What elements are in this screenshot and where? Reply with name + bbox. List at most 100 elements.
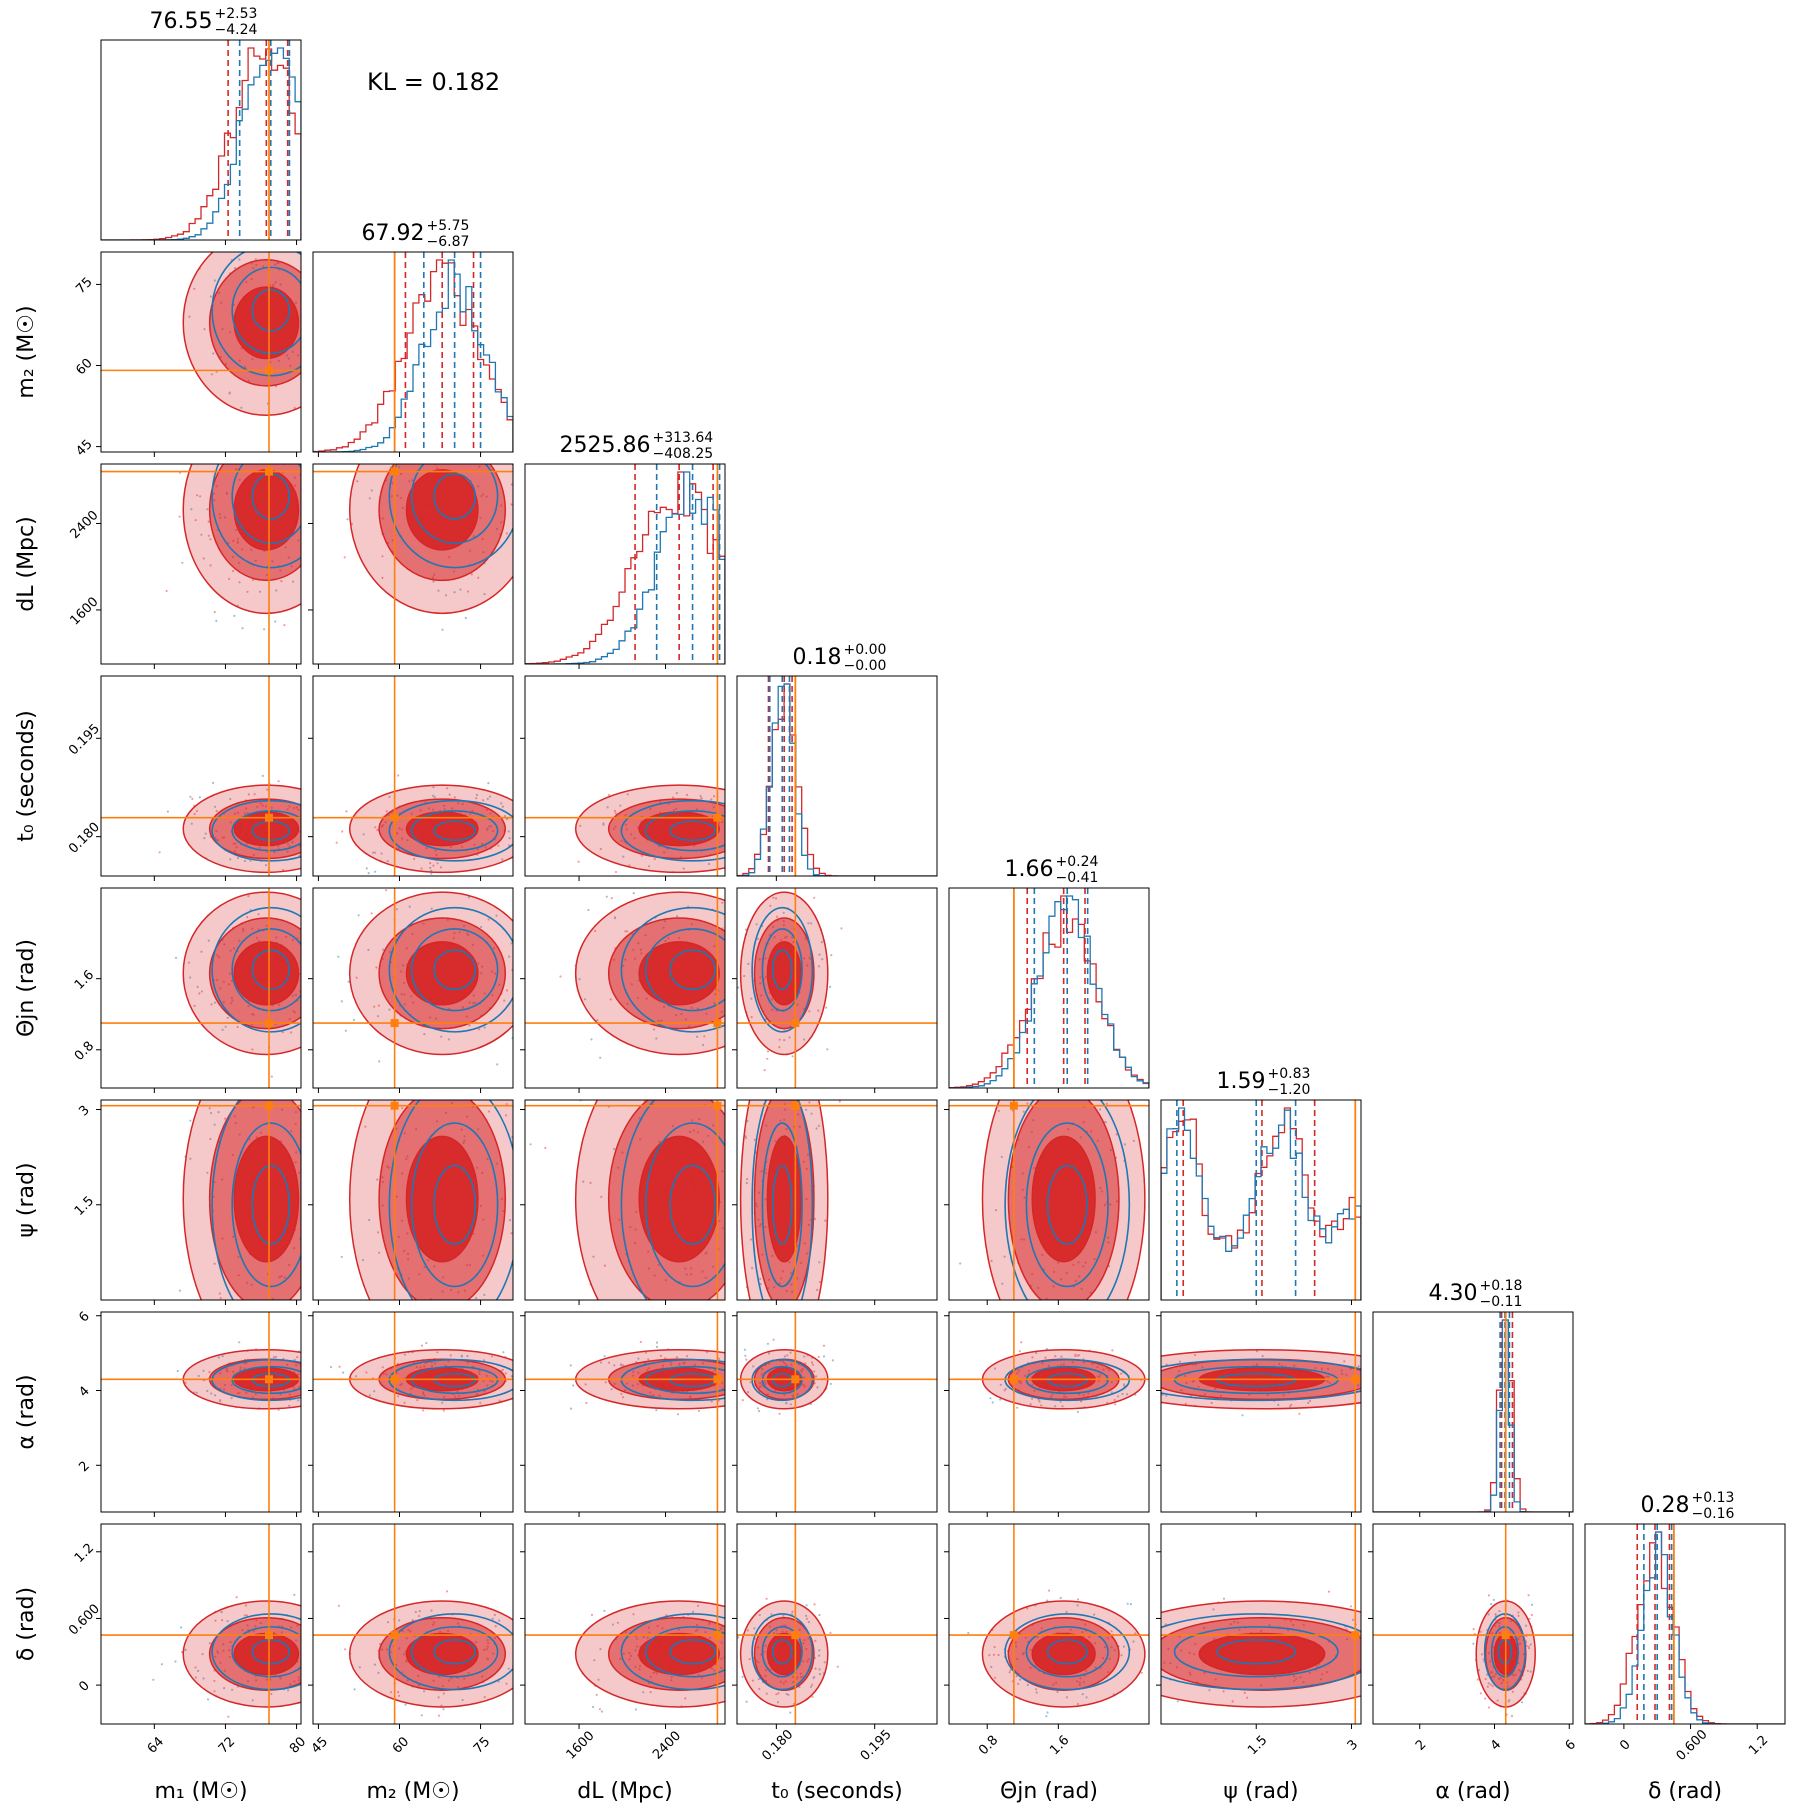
sample-point	[569, 1364, 572, 1367]
sample-point	[350, 1686, 352, 1688]
sample-point	[193, 812, 196, 816]
sample-point	[605, 895, 608, 898]
sample-point	[520, 993, 522, 995]
sample-point	[294, 450, 296, 452]
sample-point	[991, 1401, 994, 1404]
hist-blue-theta_jn	[949, 895, 1149, 1088]
sample-point	[329, 1650, 331, 1652]
sample-point	[463, 456, 465, 458]
sample-point	[840, 927, 843, 930]
sample-point	[246, 442, 248, 444]
sample-point	[585, 1401, 588, 1405]
sample-point	[1043, 1317, 1045, 1319]
sample-point	[304, 828, 306, 830]
sample-point	[344, 1648, 347, 1651]
sample-point	[321, 338, 323, 340]
sample-point	[222, 249, 224, 251]
sample-point	[545, 783, 547, 785]
sample-point	[193, 287, 196, 290]
sample-point	[590, 1038, 593, 1041]
sample-point	[309, 998, 311, 1000]
sample-point	[1416, 1678, 1418, 1680]
panel-frame-1-1	[312, 251, 514, 453]
y-tick-label: 2	[76, 1459, 92, 1475]
sample-point	[195, 494, 199, 497]
x-axis-label-m1: m₁ (M☉)	[154, 1779, 247, 1804]
sample-point	[382, 434, 384, 436]
truth-marker	[713, 813, 722, 822]
sample-point	[1176, 1700, 1179, 1703]
sample-point	[464, 1303, 466, 1305]
sample-point	[730, 857, 732, 859]
title-theta_jn: 1.66	[1005, 857, 1054, 882]
sample-point	[483, 593, 486, 596]
sample-point	[828, 872, 830, 874]
sample-point	[739, 1045, 741, 1047]
sample-point	[303, 795, 305, 797]
sample-point	[510, 503, 513, 506]
y-axis-label-theta_jn: Θjn (rad)	[14, 939, 39, 1037]
x-axis-label-dL: dL (Mpc)	[577, 1779, 672, 1804]
sample-point	[496, 1342, 498, 1344]
title-minus-m1: −4.24	[214, 22, 257, 38]
sample-point	[316, 1063, 318, 1065]
hist-blue-psi	[1161, 1107, 1361, 1300]
sample-point	[228, 392, 231, 395]
title-psi: 1.59	[1217, 1069, 1266, 1094]
y-tick-label: 6	[76, 1309, 92, 1325]
y-tick-label: 75	[73, 275, 95, 297]
sample-point	[741, 1399, 744, 1402]
sample-point	[520, 820, 522, 822]
sample-point	[340, 1000, 343, 1003]
truth-marker	[1009, 1375, 1018, 1384]
sample-point	[336, 863, 338, 865]
sample-point	[379, 1075, 381, 1077]
sample-point	[631, 1068, 633, 1070]
sample-point	[738, 1399, 740, 1401]
sample-point	[315, 985, 317, 987]
sample-point	[319, 1387, 321, 1389]
sample-point	[461, 413, 463, 415]
sample-point	[202, 557, 205, 560]
sample-point	[330, 951, 332, 953]
sample-point	[1076, 1598, 1080, 1601]
sample-point	[229, 797, 232, 801]
sample-point	[1114, 1403, 1117, 1406]
y-axis-label-delta: δ (rad)	[14, 1587, 39, 1661]
sample-point	[1158, 1676, 1160, 1678]
sample-point	[324, 536, 326, 538]
sample-point	[1349, 1605, 1353, 1608]
x-tick-label: 0.600	[1674, 1727, 1711, 1764]
sample-point	[203, 837, 206, 840]
sample-point	[381, 555, 384, 558]
title-m1: 76.55	[150, 9, 213, 34]
panel-frame-2-0	[100, 463, 302, 665]
sample-point	[320, 799, 322, 801]
sample-point	[381, 576, 384, 580]
sample-point	[453, 591, 456, 594]
sample-point	[513, 1361, 515, 1363]
sample-point	[228, 577, 231, 581]
sample-point	[344, 1029, 347, 1032]
sample-point	[1370, 1403, 1372, 1405]
sample-point	[804, 1079, 806, 1081]
sample-point	[614, 870, 618, 874]
sample-point	[238, 1337, 240, 1339]
sample-point	[453, 1085, 455, 1087]
sample-point	[547, 503, 549, 505]
title-minus-alpha: −0.11	[1479, 1294, 1522, 1310]
sample-point	[340, 1388, 342, 1390]
sample-point	[1484, 1697, 1487, 1700]
sample-point	[248, 429, 250, 431]
sample-point	[572, 1384, 575, 1387]
sample-point	[763, 1069, 766, 1072]
sample-point	[341, 1692, 343, 1694]
sample-point	[333, 1001, 335, 1003]
sample-point	[765, 1597, 768, 1600]
sample-point	[304, 474, 306, 476]
sample-point	[810, 1089, 812, 1091]
sample-point	[174, 956, 178, 960]
sample-point	[540, 575, 542, 577]
sample-point	[805, 1315, 807, 1317]
sample-point	[732, 1385, 734, 1387]
